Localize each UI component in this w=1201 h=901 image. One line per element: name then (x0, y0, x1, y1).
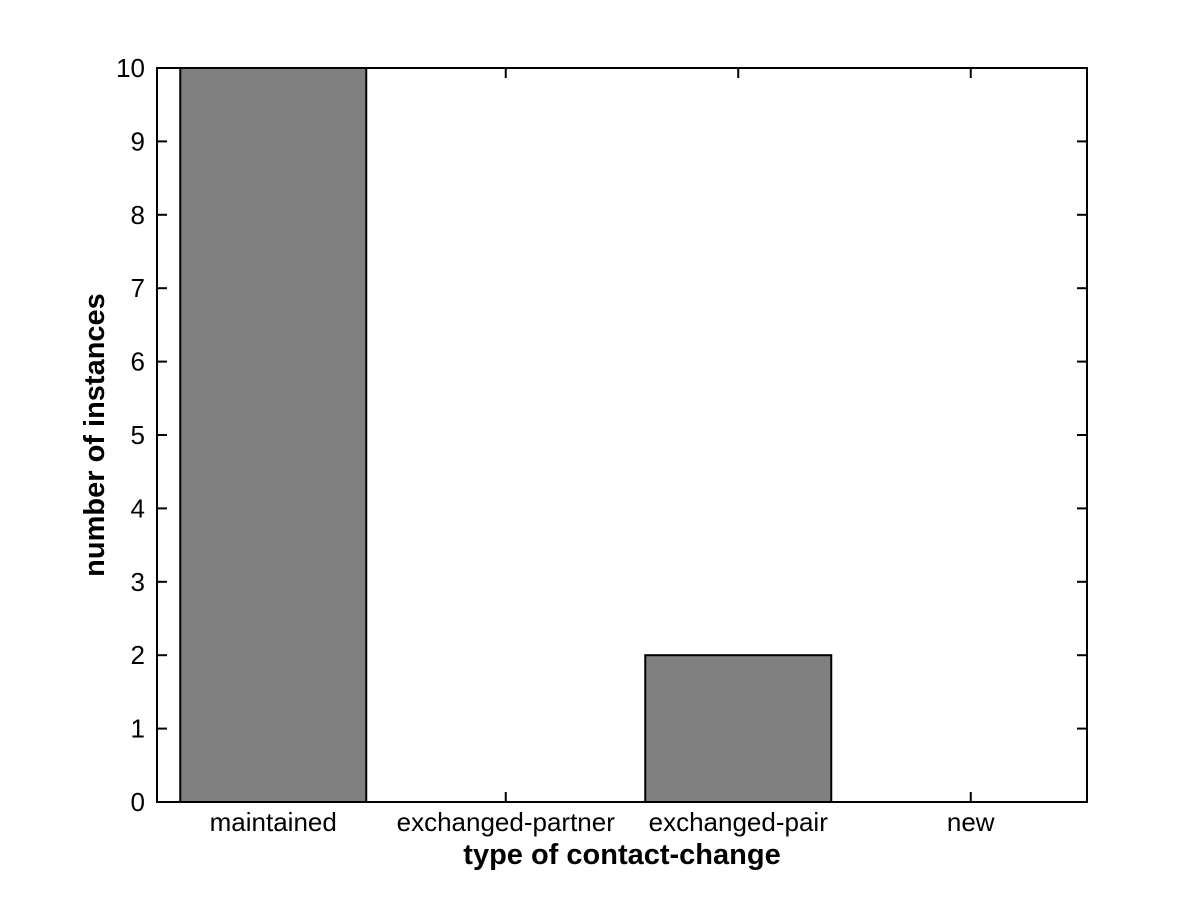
y-tick-label: 3 (131, 567, 145, 597)
y-tick-label: 8 (131, 200, 145, 230)
x-tick-labels: maintained exchanged-partner exchanged-pai… (210, 807, 995, 837)
y-tick-labels: 0 1 2 3 4 5 6 7 8 9 10 (116, 53, 145, 817)
y-tick-label: 6 (131, 347, 145, 377)
y-tick-label: 7 (131, 273, 145, 303)
bar-maintained (179, 67, 368, 803)
y-axis-label: number of instances (79, 293, 111, 577)
y-tick-label: 1 (131, 714, 145, 744)
y-tick-label: 10 (116, 53, 145, 83)
y-tick-label: 4 (131, 493, 145, 523)
x-axis-label: type of contact-change (463, 839, 780, 871)
y-tick-label: 9 (131, 126, 145, 156)
x-tick-label: exchanged-pair (649, 807, 829, 837)
x-tick-label: maintained (210, 807, 337, 837)
x-tick-label: exchanged-partner (397, 807, 616, 837)
x-tick-label: new (947, 807, 995, 837)
y-tick-label: 2 (131, 640, 145, 670)
plot-box (156, 67, 1088, 803)
bar-exchanged-pair (644, 654, 833, 804)
y-tick-label: 0 (131, 787, 145, 817)
bars (179, 67, 833, 804)
y-tick-label: 5 (131, 420, 145, 450)
